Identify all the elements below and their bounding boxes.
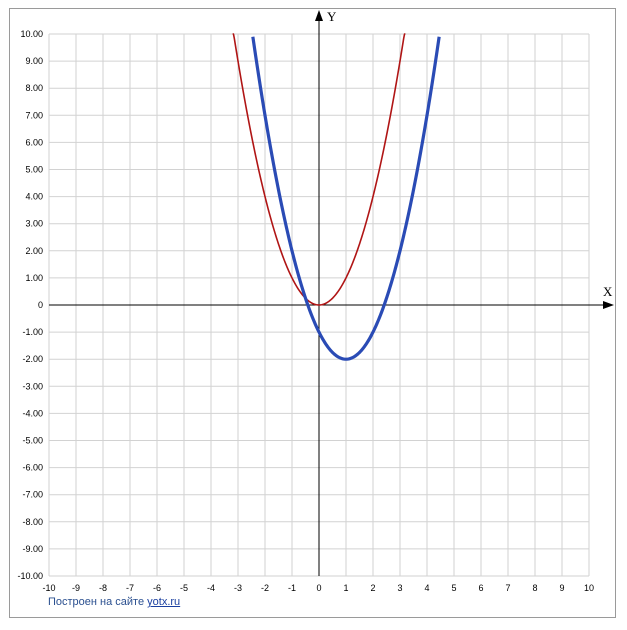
y-tick-label: 0 xyxy=(38,300,43,310)
x-tick-labels: -10 -9 -8 -7 -6 -5 -4 -3 -2 -1 0 1 2 3 4 5 6 7 8 9 10 xyxy=(42,583,594,593)
footer: Построен на сайте yotx.ru xyxy=(48,596,180,608)
x-tick-label: 3 xyxy=(397,583,402,593)
x-tick-label: 0 xyxy=(316,583,321,593)
x-tick-label: -3 xyxy=(234,583,242,593)
y-tick-label: 2.00 xyxy=(25,246,43,256)
x-tick-label: 4 xyxy=(424,583,429,593)
x-tick-label: 1 xyxy=(343,583,348,593)
x-axis-label: X xyxy=(603,284,613,299)
y-tick-label: -2.00 xyxy=(22,354,43,364)
curves xyxy=(232,33,441,361)
x-tick-label: 7 xyxy=(505,583,510,593)
x-tick-label: -4 xyxy=(207,583,215,593)
x-tick-label: -8 xyxy=(99,583,107,593)
x-tick-label: -9 xyxy=(72,583,80,593)
y-tick-label: 4.00 xyxy=(25,192,43,202)
y-tick-label: -1.00 xyxy=(22,327,43,337)
chart-frame xyxy=(9,8,616,618)
y-tick-label: -9.00 xyxy=(22,544,43,554)
series-curve-1 xyxy=(232,33,406,306)
footer-text: Построен на сайте xyxy=(48,596,148,608)
y-tick-label: 9.00 xyxy=(25,56,43,66)
y-tick-label: -4.00 xyxy=(22,408,43,418)
x-axis-arrow xyxy=(603,301,614,309)
y-tick-label: -7.00 xyxy=(22,490,43,500)
y-tick-label: 3.00 xyxy=(25,219,43,229)
x-tick-label: 10 xyxy=(584,583,594,593)
y-tick-labels: 10.00 9.00 8.00 7.00 6.00 5.00 4.00 3.00 2.00 1.0… xyxy=(17,29,43,581)
x-tick-label: -7 xyxy=(126,583,134,593)
y-tick-label: 8.00 xyxy=(25,83,43,93)
y-tick-label: 7.00 xyxy=(25,110,43,120)
x-tick-label: -1 xyxy=(288,583,296,593)
y-axis-label: Y xyxy=(327,9,337,24)
footer-link[interactable]: yotx.ru xyxy=(147,596,181,608)
y-tick-label: 5.00 xyxy=(25,165,43,175)
y-tick-label: -5.00 xyxy=(22,436,43,446)
y-tick-label: 10.00 xyxy=(20,29,43,39)
y-tick-label: 6.00 xyxy=(25,137,43,147)
series-curve-2 xyxy=(251,36,441,361)
x-tick-label: 9 xyxy=(559,583,564,593)
axes xyxy=(49,10,614,576)
x-tick-label: 8 xyxy=(532,583,537,593)
y-tick-label: -10.00 xyxy=(17,571,43,581)
x-tick-label: 2 xyxy=(370,583,375,593)
x-tick-label: -5 xyxy=(180,583,188,593)
y-axis-arrow xyxy=(315,10,323,21)
x-tick-label: 6 xyxy=(478,583,483,593)
y-tick-label: -3.00 xyxy=(22,381,43,391)
x-tick-label: -6 xyxy=(153,583,161,593)
y-tick-label: -8.00 xyxy=(22,517,43,527)
x-tick-label: -2 xyxy=(261,583,269,593)
x-tick-label: -10 xyxy=(42,583,55,593)
x-tick-label: 5 xyxy=(451,583,456,593)
y-tick-label: -6.00 xyxy=(22,463,43,473)
y-tick-label: 1.00 xyxy=(25,273,43,283)
